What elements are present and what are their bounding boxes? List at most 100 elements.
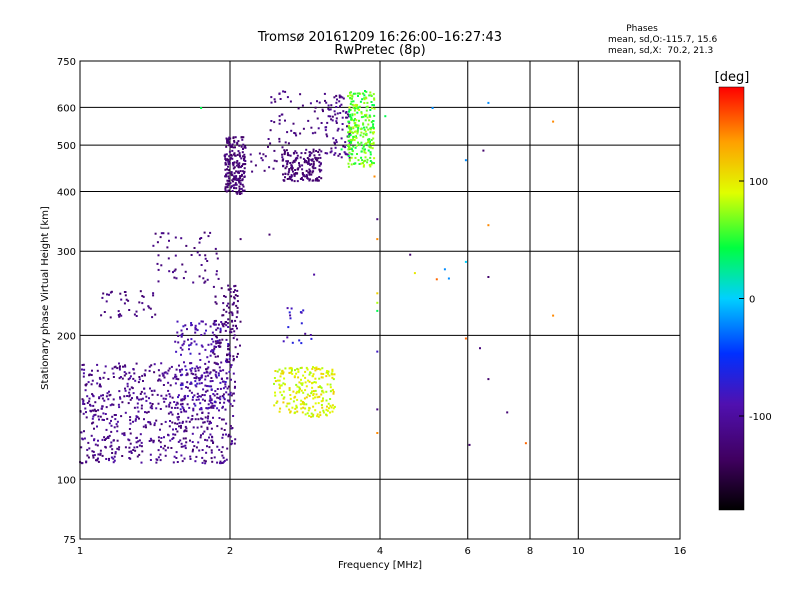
data-point: [236, 311, 239, 314]
data-point: [113, 455, 116, 458]
data-point: [226, 322, 229, 325]
data-point: [482, 149, 485, 152]
data-point: [232, 167, 235, 170]
data-point: [192, 409, 195, 412]
data-point: [279, 407, 282, 410]
data-point: [351, 148, 353, 151]
data-point: [237, 150, 240, 153]
data-point: [167, 412, 170, 415]
data-point: [201, 411, 204, 414]
data-point: [292, 400, 295, 403]
data-point: [98, 385, 101, 388]
data-point: [178, 364, 180, 367]
data-point: [168, 239, 170, 242]
data-point: [367, 123, 370, 126]
data-point: [369, 146, 372, 149]
data-point: [193, 402, 196, 405]
data-point: [212, 285, 215, 288]
data-point: [96, 444, 99, 447]
data-point: [163, 376, 166, 379]
data-point: [184, 425, 187, 428]
data-point: [317, 386, 320, 389]
data-point: [373, 104, 375, 107]
data-point: [225, 137, 228, 140]
data-point: [373, 97, 376, 100]
data-point: [120, 298, 123, 301]
data-point: [200, 264, 203, 266]
data-point: [365, 126, 368, 129]
data-point: [189, 458, 192, 460]
data-point: [552, 314, 555, 317]
data-point: [135, 436, 138, 439]
data-point: [178, 425, 180, 428]
data-point: [278, 122, 281, 125]
data-point: [333, 141, 336, 144]
data-point: [149, 406, 152, 409]
data-point: [175, 428, 177, 431]
data-point: [136, 446, 139, 449]
data-point: [120, 314, 123, 317]
data-point: [352, 100, 355, 103]
data-point: [207, 366, 210, 369]
data-point: [360, 128, 363, 131]
data-point: [198, 254, 201, 257]
data-point: [286, 96, 289, 99]
data-point: [306, 175, 308, 178]
data-point: [329, 398, 332, 400]
data-point: [292, 122, 295, 125]
data-point: [313, 273, 316, 276]
data-point: [234, 289, 236, 292]
data-point: [231, 179, 234, 182]
data-point: [97, 460, 100, 463]
data-point: [228, 177, 231, 180]
data-point: [202, 277, 205, 280]
data-point: [369, 127, 372, 130]
data-point: [362, 115, 365, 118]
data-point: [317, 402, 320, 405]
data-point: [232, 324, 235, 327]
data-point: [127, 299, 130, 302]
data-point: [227, 165, 229, 168]
data-point: [169, 395, 172, 398]
data-point: [329, 411, 331, 414]
data-point: [349, 141, 352, 144]
data-point: [326, 135, 329, 138]
data-point: [235, 304, 238, 307]
data-point: [127, 378, 130, 381]
data-point: [290, 174, 293, 177]
data-point: [349, 115, 352, 118]
data-point: [194, 418, 197, 421]
data-point: [148, 440, 151, 442]
data-point: [226, 158, 229, 161]
data-point: [160, 264, 163, 267]
data-point: [184, 447, 187, 450]
data-point: [273, 159, 276, 162]
data-point: [291, 406, 294, 409]
data-point: [232, 164, 235, 167]
data-point: [350, 153, 353, 156]
colorbar-tick-label: 100: [749, 177, 768, 188]
data-point: [184, 397, 187, 400]
data-point: [284, 176, 286, 179]
data-point: [285, 165, 288, 168]
data-point: [204, 460, 207, 463]
data-point: [302, 178, 305, 181]
data-point: [212, 404, 215, 407]
data-point: [187, 416, 190, 419]
data-point: [194, 404, 197, 407]
data-point: [351, 150, 354, 153]
data-point: [159, 428, 161, 431]
data-point: [215, 328, 218, 331]
data-point: [269, 129, 272, 132]
data-point: [210, 377, 213, 379]
data-point: [235, 316, 238, 319]
data-point: [224, 163, 227, 166]
data-point: [132, 420, 134, 423]
data-point: [327, 372, 329, 375]
data-point: [290, 164, 293, 167]
data-point: [335, 117, 338, 120]
data-point: [335, 120, 338, 123]
data-point: [241, 179, 244, 182]
data-point: [164, 454, 167, 457]
